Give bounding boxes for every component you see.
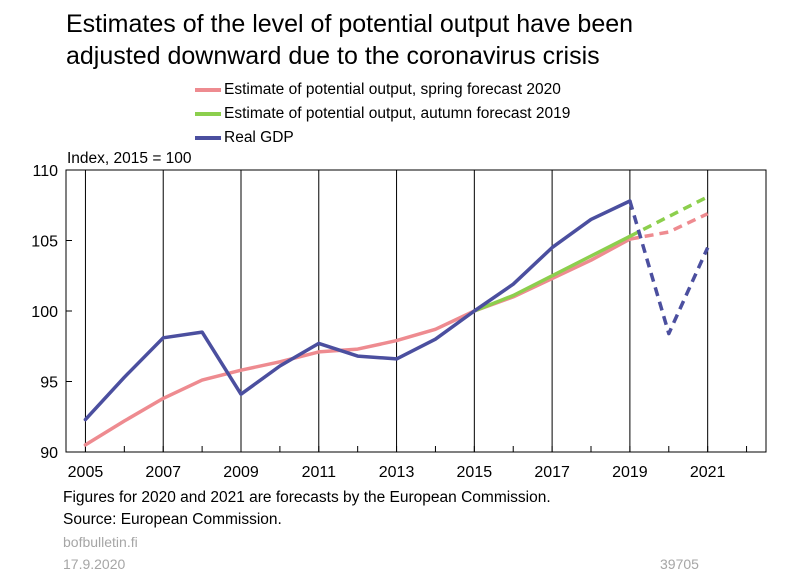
legend-label-autumn: Estimate of potential output, autumn for… bbox=[224, 105, 571, 122]
series-forecast-line-autumn bbox=[629, 195, 709, 238]
series-forecast-line-gdp bbox=[628, 200, 710, 336]
y-tick-label-90: 90 bbox=[40, 445, 58, 462]
x-tick-label-2021: 2021 bbox=[690, 464, 726, 481]
series-line-spring bbox=[83, 237, 632, 447]
plot-frame bbox=[65, 169, 767, 453]
series-forecast-line-spring bbox=[629, 212, 709, 241]
legend-item-autumn: Estimate of potential output, autumn for… bbox=[195, 102, 570, 126]
y-axis-label: Index, 2015 = 100 bbox=[67, 150, 192, 167]
footnote-forecast: Figures for 2020 and 2021 are forecasts … bbox=[63, 489, 551, 506]
legend-item-spring: Estimate of potential output, spring for… bbox=[195, 78, 570, 102]
legend-label-spring: Estimate of potential output, spring for… bbox=[224, 81, 561, 98]
x-tick-label-2005: 2005 bbox=[68, 464, 104, 481]
y-tick-label-105: 105 bbox=[31, 234, 58, 251]
y-tick-label-110: 110 bbox=[32, 163, 58, 180]
publish-date: 17.9.2020 bbox=[63, 556, 126, 572]
footnote-source: Source: European Commission. bbox=[63, 511, 282, 528]
x-tick-label-2007: 2007 bbox=[145, 464, 181, 481]
x-tick-label-2019: 2019 bbox=[612, 464, 648, 481]
site-name: bofbulletin.fi bbox=[63, 534, 138, 550]
legend: Estimate of potential output, spring for… bbox=[195, 78, 570, 150]
chart-title: Estimates of the level of potential outp… bbox=[66, 8, 786, 72]
legend-swatch-autumn bbox=[195, 112, 221, 116]
y-tick-label-95: 95 bbox=[40, 375, 58, 392]
legend-swatch-gdp bbox=[195, 136, 221, 140]
x-tick-label-2013: 2013 bbox=[379, 464, 415, 481]
series-line-autumn bbox=[472, 234, 632, 313]
x-tick-label-2011: 2011 bbox=[302, 464, 337, 481]
chart-title-line-1: Estimates of the level of potential outp… bbox=[66, 10, 634, 38]
x-tick-label-2015: 2015 bbox=[457, 464, 493, 481]
legend-label-gdp: Real GDP bbox=[224, 129, 294, 146]
legend-swatch-spring bbox=[195, 88, 221, 92]
legend-item-gdp: Real GDP bbox=[195, 126, 570, 150]
x-tick-label-2009: 2009 bbox=[223, 464, 259, 481]
y-tick-label-100: 100 bbox=[31, 304, 58, 321]
x-tick-label-2017: 2017 bbox=[534, 464, 570, 481]
chart-title-line-2: adjusted downward due to the coronavirus… bbox=[66, 42, 600, 70]
series-line-gdp bbox=[83, 199, 632, 422]
chart-id: 39705 bbox=[660, 556, 699, 572]
